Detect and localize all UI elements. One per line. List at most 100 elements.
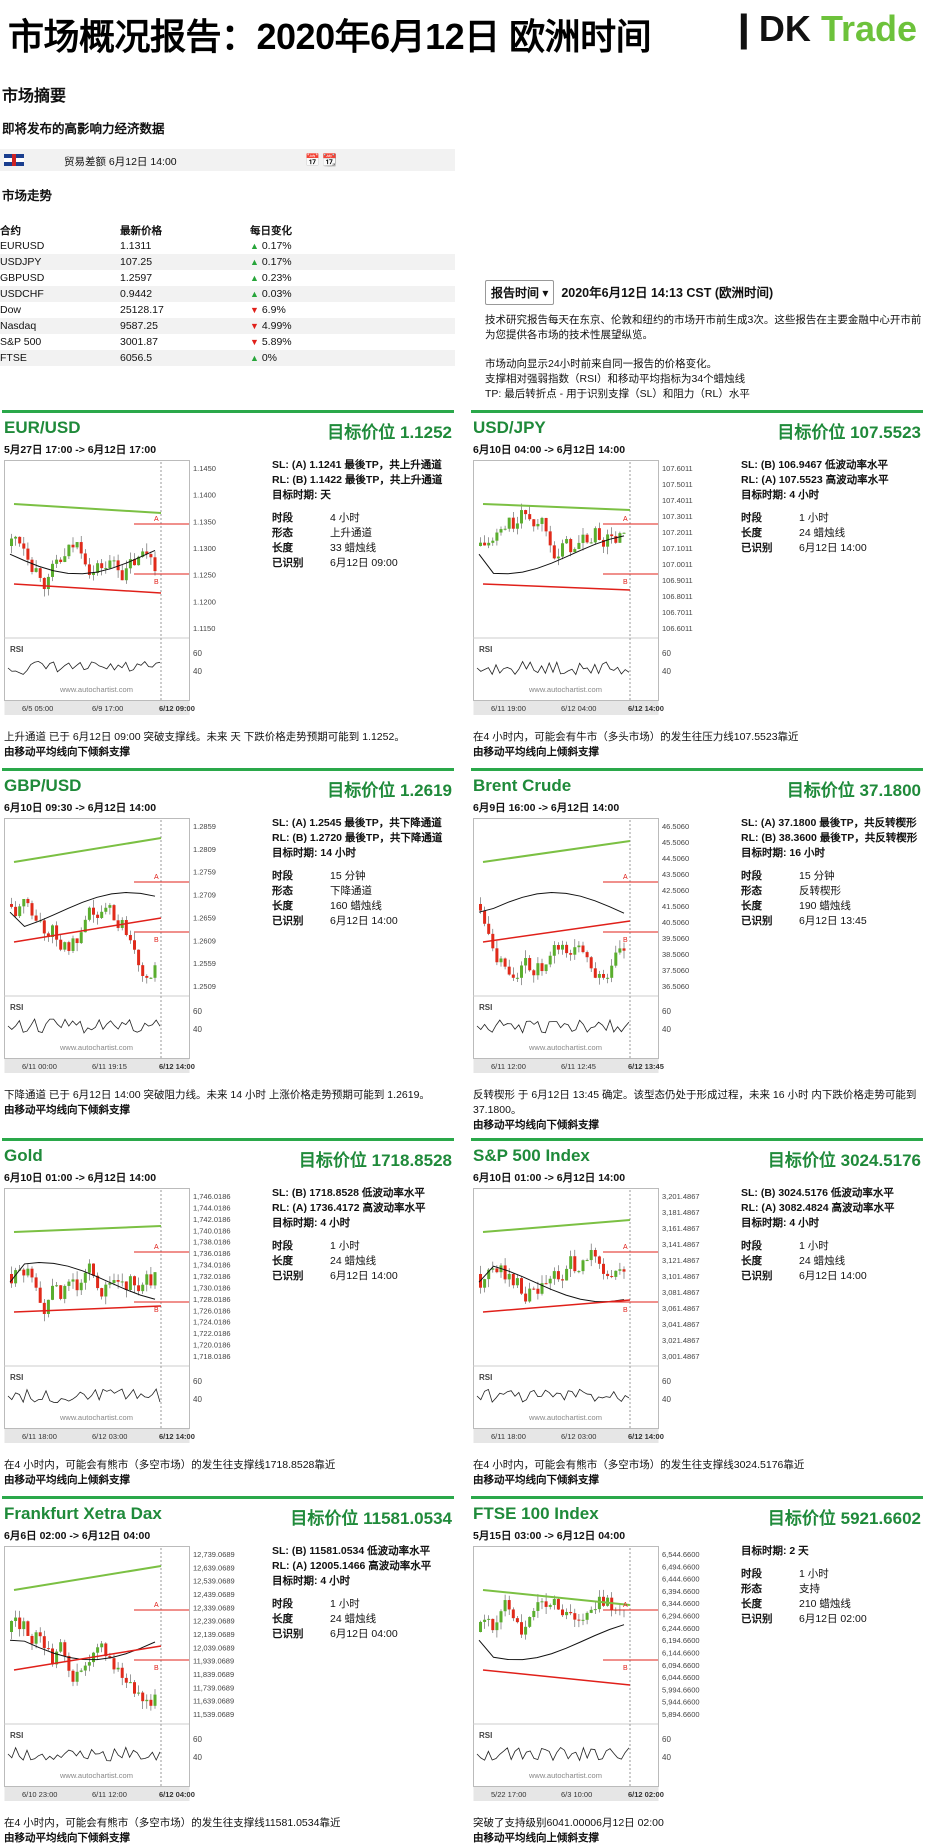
date-range: 5月27日 17:00 -> 6月12日 17:00	[4, 444, 157, 456]
instrument-panel: FTSE 100 Index 目标价位 5921.6602 5月15日 03:00 …	[469, 1500, 925, 1843]
watermark: www.autochartist.com	[528, 1043, 602, 1052]
y-tick-label: 6,544.6600	[662, 1550, 700, 1559]
change-value: 0.17%	[261, 256, 292, 268]
y-tick-label: 3,101.4867	[662, 1272, 700, 1281]
latest-price: 1.2597	[120, 272, 153, 284]
instrument-title[interactable]: FTSE 100 Index	[473, 1504, 599, 1523]
x-tick-label: 6/12 03:00	[92, 1432, 127, 1441]
price-chart[interactable]: 107.6011 107.5011 107.4011 107.3011 107.2011…	[473, 460, 735, 722]
instrument-title[interactable]: Brent Crude	[473, 776, 572, 795]
watermark: www.autochartist.com	[59, 1413, 133, 1422]
candle	[610, 965, 614, 978]
price-chart[interactable]: 1.2859 1.2809 1.2759 1.2709 1.2659 1.2609 1.25…	[4, 818, 266, 1080]
candle	[59, 1285, 63, 1299]
candle	[79, 1670, 83, 1672]
length-label: 长度	[272, 900, 293, 912]
y-tick-label: 1.2859	[193, 822, 216, 831]
y-tick-label: 106.6011	[662, 624, 693, 633]
watermark: www.autochartist.com	[528, 1413, 602, 1422]
resistance-level: RL: (A) 12005.1466 高波动率水平	[272, 1560, 432, 1572]
period-value: 1 小时	[330, 1240, 360, 1252]
candle	[577, 1619, 581, 1621]
candle	[104, 907, 108, 912]
events-heading: 即将发布的高影响力经济数据	[2, 122, 165, 136]
candle	[141, 965, 145, 976]
candle	[104, 1284, 108, 1297]
date-range: 6月10日 09:30 -> 6月12日 14:00	[4, 802, 157, 814]
trend-line-upper	[482, 840, 631, 863]
candle	[51, 925, 54, 937]
instrument-title[interactable]: GBP/USD	[4, 776, 82, 795]
form-value: 支持	[799, 1583, 820, 1595]
pattern-details: 时段 1 小时 长度 24 蜡烛线 已识别 6月12日 14:00	[741, 1239, 867, 1284]
candle	[556, 1271, 560, 1280]
candle	[149, 1274, 153, 1286]
x-tick-label: 5/22 17:00	[491, 1790, 526, 1799]
y-tick-label: 107.3011	[662, 512, 693, 521]
identified-value: 6月12日 14:00	[799, 542, 867, 554]
identified-label: 已识别	[741, 915, 773, 927]
daily-change: ▼ 4.99%	[250, 318, 455, 334]
contract-name: USDJPY	[0, 254, 120, 270]
candle	[112, 905, 116, 921]
candle	[22, 1269, 26, 1276]
calendar-add-icon[interactable]: 📆	[322, 153, 337, 167]
description-text: 上升通道 已于 6月12日 09:00 突破支撑线。未来 天 下跌价格走势预期可…	[4, 731, 405, 743]
resistance-level: RL: (A) 3082.4824 高波动率水平	[741, 1202, 895, 1214]
candle	[46, 933, 50, 937]
pattern-details: 时段 1 小时 长度 24 蜡烛线 已识别 6月12日 14:00	[272, 1239, 398, 1284]
target-period: 目标时期: 4 小时	[741, 489, 820, 501]
identified-value: 6月12日 14:00	[330, 1270, 398, 1282]
price-chart[interactable]: 1.1450 1.1400 1.1350 1.1300 1.1250 1.1200 1.11…	[4, 460, 266, 722]
instrument-title[interactable]: USD/JPY	[473, 418, 546, 437]
candle	[116, 1667, 120, 1670]
price-chart[interactable]: 3,201.4867 3,181.4867 3,161.4867 3,141.4867…	[473, 1188, 735, 1450]
pattern-details: 时段 1 小时 长度 24 蜡烛线 已识别 6月12日 04:00	[272, 1597, 398, 1642]
candle	[22, 543, 26, 549]
candle	[536, 1602, 540, 1611]
candle	[540, 963, 544, 972]
target-period: 目标时期: 4 小时	[741, 1217, 820, 1229]
y-tick-label: 6,044.6600	[662, 1673, 700, 1682]
candle	[30, 1268, 34, 1278]
candle	[597, 1256, 601, 1264]
pattern-info: 目标时期: 2 天时段 1 小时 形态 支持 长度 210 蜡烛线 已识别 6月12日 02:…	[741, 1544, 923, 1627]
candle	[83, 1665, 87, 1671]
rsi-tick-label: 60	[193, 649, 202, 658]
candle	[120, 1667, 124, 1678]
price-chart[interactable]: 46.5060 45.5060 44.5060 43.5060 42.5060 41.50…	[473, 818, 735, 1080]
y-tick-label: 12,539.0689	[193, 1577, 235, 1586]
length-value: 24 蜡烛线	[330, 1613, 377, 1625]
price-chart[interactable]: 6,544.6600 6,494.6600 6,444.6600 6,394.6600…	[473, 1546, 735, 1808]
instrument-title[interactable]: EUR/USD	[4, 418, 81, 437]
price-chart[interactable]: 1,746.0186 1,744.0186 1,742.0186 1,740.0186…	[4, 1188, 266, 1450]
x-tick-label: 6/9 17:00	[92, 704, 123, 713]
watermark: www.autochartist.com	[59, 1771, 133, 1780]
moving-average-note: 由移动平均线向下倾斜支撑	[473, 1474, 599, 1486]
trend-line-lower	[482, 1669, 631, 1686]
date-range: 6月9日 16:00 -> 6月12日 14:00	[473, 802, 620, 814]
daily-change: ▲ 0%	[250, 350, 455, 366]
resistance-level: RL: (B) 38.3600 最後TP，共反转楔形	[741, 832, 918, 844]
table-row: S&P 500 3001.87 ▼ 5.89%	[0, 334, 455, 350]
up-arrow-icon: ▲	[250, 257, 259, 267]
candle	[561, 944, 564, 950]
candle	[528, 1288, 532, 1302]
report-time-dropdown[interactable]: 报告时间 ▾	[485, 280, 555, 305]
calendar-icon[interactable]: 📅	[305, 153, 320, 167]
target-price: 目标价位 37.1800	[786, 781, 921, 800]
price-chart[interactable]: 12,739.0689 12,639.0689 12,539.0689 12,439.…	[4, 1546, 266, 1808]
form-label: 形态	[741, 885, 762, 897]
x-axis-band	[473, 701, 659, 715]
candle	[561, 543, 564, 557]
change-value: 0.17%	[261, 240, 292, 252]
dk-trade-logo[interactable]: ❙DK Trade	[729, 8, 917, 50]
rsi-line	[476, 660, 630, 676]
instrument-title[interactable]: Frankfurt Xetra Dax	[4, 1504, 162, 1523]
candle	[565, 539, 569, 544]
candle	[511, 1273, 515, 1286]
y-tick-label: 6,194.6600	[662, 1636, 700, 1645]
instrument-title[interactable]: S&P 500 Index	[473, 1146, 590, 1165]
instrument-title[interactable]: Gold	[4, 1146, 43, 1165]
y-tick-label: 6,244.6600	[662, 1624, 700, 1633]
